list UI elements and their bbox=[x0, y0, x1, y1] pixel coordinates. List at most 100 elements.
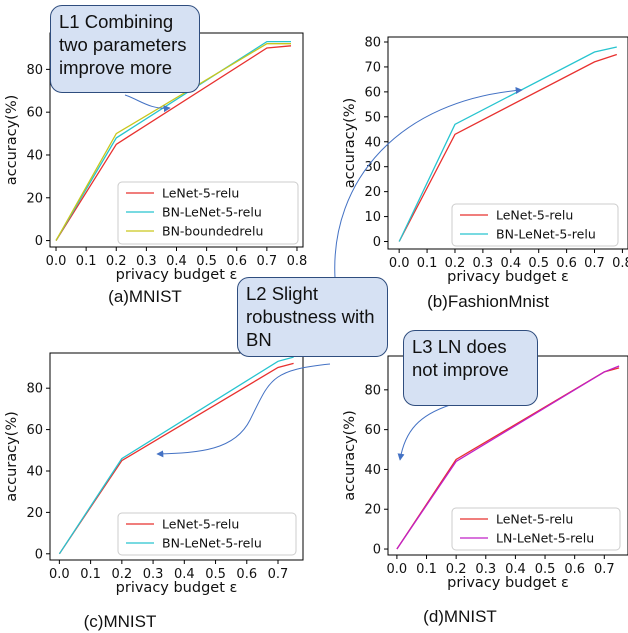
x-tick-label: 0.6 bbox=[564, 562, 585, 577]
chart-b: 0 10 20 30 40 50 60 70 80 0.0 0.1 0.2 0.3 0.4 0.5 0.6 0.… bbox=[342, 35, 628, 311]
y-tick-label: 0 bbox=[373, 543, 381, 558]
y-axis-label: accuracy(%) bbox=[4, 95, 20, 186]
y-tick-label: 0 bbox=[35, 547, 43, 562]
legend-label: LeNet-5-relu bbox=[162, 186, 239, 201]
x-tick-label: 0.3 bbox=[143, 567, 164, 582]
y-tick-label: 30 bbox=[364, 160, 381, 175]
legend-label: BN-LeNet-5-relu bbox=[162, 205, 262, 220]
x-tick-label: 0.7 bbox=[257, 254, 278, 269]
x-tick-label: 0.1 bbox=[76, 254, 97, 269]
callout-l1: L1 Combining two parameters improve more bbox=[50, 5, 200, 93]
legend-label: BN-LeNet-5-relu bbox=[496, 227, 596, 242]
callout-l3-arrow bbox=[397, 404, 451, 461]
y-tick-label: 0 bbox=[373, 235, 381, 250]
legend-box bbox=[117, 181, 299, 245]
y-tick-label: 80 bbox=[364, 383, 381, 398]
x-tick-label: 0.3 bbox=[136, 254, 157, 269]
callout-arrows bbox=[124, 87, 523, 461]
legend-label: LeNet-5-relu bbox=[496, 208, 573, 223]
y-axis-label: accuracy(%) bbox=[342, 98, 358, 189]
x-tick-label: 0.2 bbox=[106, 254, 127, 269]
y-tick-label: 20 bbox=[26, 191, 43, 206]
callout-l2: L2 Slight robustness with BN bbox=[237, 277, 388, 357]
y-tick-label: 40 bbox=[26, 148, 43, 163]
y-tick-label: 40 bbox=[364, 135, 381, 150]
plot-frame bbox=[387, 36, 628, 250]
x-tick-label: 0.1 bbox=[417, 256, 438, 271]
x-tick-label: 0.1 bbox=[416, 562, 437, 577]
y-tick-label: 40 bbox=[26, 464, 43, 479]
chart-a: 0 20 40 60 80 0.0 0.1 0.2 0.3 0.4 0.5 0.6 0.7 0.8 priv… bbox=[4, 32, 308, 306]
y-tick-label: 20 bbox=[364, 503, 381, 518]
legend-label: LeNet-5-relu bbox=[496, 512, 573, 527]
x-tick-label: 0.1 bbox=[80, 567, 101, 582]
callout-l1-arrow bbox=[124, 94, 171, 113]
x-axis-label: privacy budget ε bbox=[447, 269, 569, 285]
caption: (b)FashionMnist bbox=[427, 292, 549, 311]
series-line-ln-lenet-5-relu bbox=[396, 365, 620, 550]
x-tick-label: 0.0 bbox=[387, 562, 408, 577]
y-axis-label: accuracy(%) bbox=[4, 411, 20, 502]
y-tick-label: 10 bbox=[364, 210, 381, 225]
callout-l2-arrow-down bbox=[156, 363, 331, 458]
x-tick-label: 0.4 bbox=[505, 562, 526, 577]
y-tick-label: 80 bbox=[364, 35, 381, 50]
chart-d: 0 20 40 60 80 0.0 0.1 0.2 0.3 0.4 0.5 0.6 0.7 privacy… bbox=[342, 355, 628, 626]
series-line-lenet-5-relu bbox=[55, 45, 292, 241]
x-tick-label: 0.8 bbox=[287, 254, 308, 269]
legend: LeNet-5-relu BN-LeNet-5-relu bbox=[451, 203, 619, 247]
x-tick-label: 0.4 bbox=[166, 254, 187, 269]
legend: LeNet-5-relu BN-LeNet-5-relu BN-boundedrel… bbox=[117, 181, 299, 245]
y-tick-label: 60 bbox=[364, 423, 381, 438]
legend-box bbox=[117, 512, 297, 556]
y-tick-label: 40 bbox=[364, 463, 381, 478]
x-tick-label: 0.8 bbox=[612, 256, 628, 271]
chart-c: 0 20 40 60 80 0.0 0.1 0.2 0.3 0.4 0.5 0.6 0.7 privacy… bbox=[4, 352, 304, 631]
x-tick-label: 0.0 bbox=[49, 567, 70, 582]
x-tick-label: 0.0 bbox=[46, 254, 67, 269]
y-axis-label: accuracy(%) bbox=[342, 410, 358, 501]
series-line-bn-lenet-5-relu bbox=[398, 46, 617, 242]
y-tick-label: 60 bbox=[26, 106, 43, 121]
legend-label: BN-boundedrelu bbox=[162, 224, 263, 239]
x-tick-label: 0.7 bbox=[584, 256, 605, 271]
charts-layer: 0 20 40 60 80 0.0 0.1 0.2 0.3 0.4 0.5 0.6 0.7 0.8 priv… bbox=[4, 32, 628, 631]
legend-box bbox=[451, 203, 619, 247]
caption: (c)MNIST bbox=[84, 612, 157, 631]
x-axis-label: privacy budget ε bbox=[447, 575, 569, 591]
x-tick-label: 0.5 bbox=[205, 567, 226, 582]
legend: LeNet-5-relu BN-LeNet-5-relu bbox=[117, 512, 297, 556]
caption: (a)MNIST bbox=[108, 287, 182, 306]
y-tick-label: 20 bbox=[364, 185, 381, 200]
x-tick-label: 0.3 bbox=[473, 256, 494, 271]
x-tick-label: 0.7 bbox=[594, 562, 615, 577]
y-tick-label: 80 bbox=[26, 382, 43, 397]
x-tick-label: 0.6 bbox=[556, 256, 577, 271]
y-tick-label: 60 bbox=[364, 85, 381, 100]
x-tick-label: 0.6 bbox=[236, 567, 257, 582]
callout-l3: L3 LN does not improve bbox=[403, 330, 538, 406]
x-tick-label: 0.3 bbox=[475, 562, 496, 577]
plot-frame bbox=[49, 352, 304, 561]
x-tick-label: 0.5 bbox=[528, 256, 549, 271]
legend-label: LeNet-5-relu bbox=[162, 517, 239, 532]
x-tick-label: 0.6 bbox=[226, 254, 247, 269]
caption: (d)MNIST bbox=[423, 607, 497, 626]
x-tick-label: 0.2 bbox=[445, 256, 466, 271]
y-tick-label: 50 bbox=[364, 110, 381, 125]
y-tick-label: 20 bbox=[26, 506, 43, 521]
x-tick-label: 0.7 bbox=[268, 567, 289, 582]
x-axis-label: privacy budget ε bbox=[116, 267, 238, 283]
legend-label: LN-LeNet-5-relu bbox=[496, 531, 594, 546]
series-line-lenet-5-relu bbox=[398, 53, 618, 242]
y-tick-label: 80 bbox=[26, 63, 43, 78]
x-tick-label: 0.4 bbox=[174, 567, 195, 582]
x-tick-label: 0.5 bbox=[196, 254, 217, 269]
x-tick-label: 0.5 bbox=[535, 562, 556, 577]
legend-box bbox=[451, 507, 621, 551]
series-line-bn-lenet-5-relu bbox=[58, 356, 294, 555]
x-tick-label: 0.0 bbox=[389, 256, 410, 271]
x-tick-label: 0.4 bbox=[500, 256, 521, 271]
y-tick-label: 0 bbox=[35, 234, 43, 249]
